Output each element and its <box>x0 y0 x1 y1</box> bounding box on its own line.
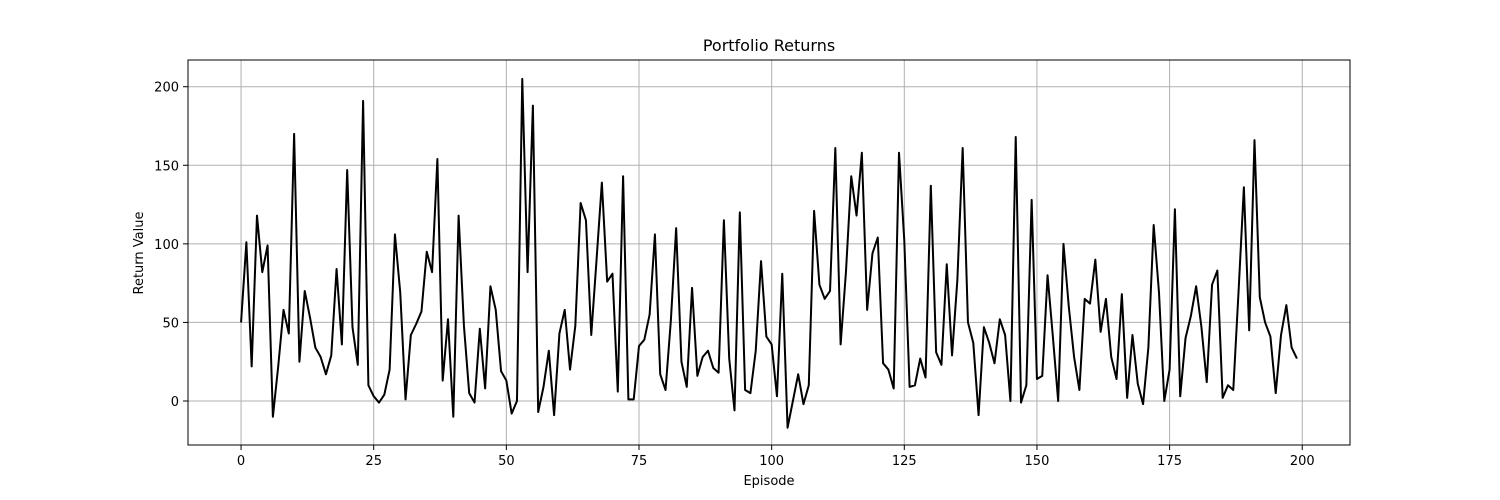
x-tick-label: 100 <box>759 454 784 469</box>
y-tick-label: 150 <box>154 159 179 174</box>
y-tick-label: 50 <box>162 316 179 331</box>
y-tick-label: 0 <box>171 395 179 410</box>
y-tick-label: 100 <box>154 238 179 253</box>
x-axis-label: Episode <box>743 474 794 489</box>
x-tick-label: 75 <box>631 454 648 469</box>
x-tick-label: 175 <box>1157 454 1182 469</box>
returns-series-line <box>240 77 1298 429</box>
x-tick-label: 50 <box>498 454 515 469</box>
x-tick-label: 0 <box>237 454 245 469</box>
y-axis-label: Return Value <box>132 212 147 295</box>
plot-frame <box>187 59 1351 446</box>
tick-layer: 0 25 50 75 100 125 150 175 200 0 50 100 150 200 <box>154 81 1314 469</box>
y-tick-label: 200 <box>154 81 179 96</box>
x-tick-label: 125 <box>892 454 917 469</box>
x-tick-label: 150 <box>1025 454 1050 469</box>
grid-layer <box>188 60 1350 445</box>
x-tick-label: 25 <box>365 454 382 469</box>
x-tick-label: 200 <box>1290 454 1315 469</box>
chart-title: Portfolio Returns <box>703 36 835 55</box>
